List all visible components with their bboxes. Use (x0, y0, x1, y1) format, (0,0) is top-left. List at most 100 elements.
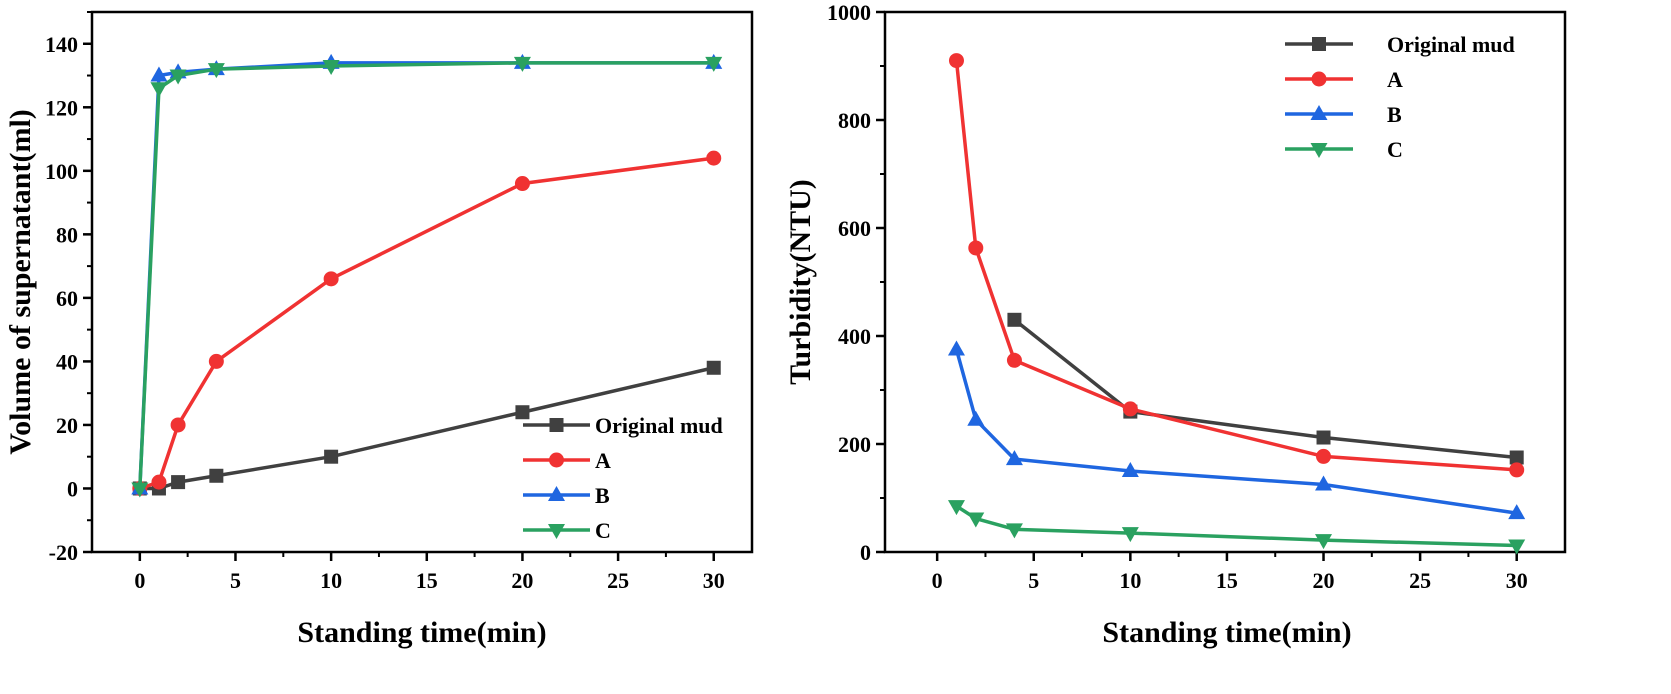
data-point (1508, 504, 1526, 520)
x-tick-label: 0 (932, 568, 943, 593)
series-line (955, 504, 1517, 548)
x-tick-label: 30 (703, 568, 725, 593)
data-point (324, 449, 339, 464)
data-point (207, 63, 225, 79)
y-axis-label: Volume of supernatant(ml) (4, 109, 37, 455)
legend-item: C (523, 518, 611, 543)
y-axis-label: Turbidity(NTU) (784, 179, 817, 385)
data-point (1121, 527, 1139, 543)
y-tick-label: 0 (67, 476, 78, 501)
chart-2: 0 5 10 15 20 25 30 0 200 400 600 800 1000 Standing ti… (784, 0, 1567, 649)
data-point (1315, 534, 1333, 550)
data-point (515, 405, 530, 420)
data-point (1315, 475, 1333, 491)
data-point (131, 482, 149, 498)
x-tick-label: 25 (607, 568, 629, 593)
data-point (1007, 312, 1022, 327)
data-point (948, 53, 964, 69)
legend-marker (548, 486, 565, 501)
y-tick-label: 60 (56, 286, 78, 311)
x-tick-label: 15 (1216, 568, 1238, 593)
x-tick-label: 0 (134, 568, 145, 593)
legend-item: A (1285, 67, 1403, 92)
legend-item: C (1285, 137, 1403, 162)
legend-marker (549, 452, 564, 468)
y-tick-label: -20 (49, 540, 78, 565)
data-point (1005, 523, 1023, 539)
legend-marker (548, 524, 565, 539)
data-point (513, 56, 531, 72)
y-tick-label: 400 (838, 324, 871, 349)
legend-label: A (595, 448, 611, 473)
data-point (1316, 448, 1332, 464)
chart-1: 0 5 10 15 20 25 30 -20 0 20 40 60 80 100 120 140 Standin… (4, 10, 754, 649)
data-point (150, 82, 168, 98)
data-point (514, 176, 530, 192)
legend-marker (1311, 71, 1327, 87)
y-tick-label: 140 (45, 32, 78, 57)
x-tick-label: 5 (230, 568, 241, 593)
legend-item: B (1285, 102, 1402, 127)
legend-item: Original mud (523, 413, 723, 438)
data-point (706, 150, 722, 166)
data-point (706, 360, 721, 375)
series-c (131, 56, 723, 498)
data-point (1121, 462, 1139, 477)
legend-item: Original mud (1285, 32, 1515, 57)
data-point (967, 410, 985, 426)
data-point (947, 500, 965, 516)
legend-label: B (1387, 102, 1402, 127)
legend-item: A (523, 448, 611, 473)
data-point (169, 69, 187, 85)
data-point (1122, 401, 1138, 417)
data-point (967, 512, 985, 528)
x-axis-label: Standing time(min) (1102, 616, 1351, 649)
y-tick-label: 40 (56, 349, 78, 374)
data-point (1005, 450, 1023, 466)
data-point (151, 474, 167, 490)
data-point (705, 56, 723, 72)
legend-marker (1310, 143, 1328, 158)
x-tick-label: 20 (511, 568, 533, 593)
legend-marker (549, 418, 564, 432)
y-tick-label: 80 (56, 222, 78, 247)
plot-frame (90, 10, 754, 554)
series-a (132, 150, 722, 496)
legend-marker (1310, 105, 1328, 120)
data-point (1006, 352, 1022, 368)
legend-marker (1312, 37, 1326, 51)
legend: Original mud ABC (523, 413, 723, 543)
y-tick-label: 100 (45, 159, 78, 184)
legend: Original mud ABC (1285, 32, 1515, 162)
data-point (208, 353, 224, 369)
x-tick-label: 25 (1409, 568, 1431, 593)
series-line (954, 60, 1517, 472)
data-point (1509, 462, 1525, 478)
x-tick-label: 15 (416, 568, 438, 593)
x-axis-label: Standing time(min) (297, 616, 546, 649)
legend-label: Original mud (1387, 32, 1515, 57)
y-tick-label: 20 (56, 413, 78, 438)
legend-label: C (595, 518, 611, 543)
x-tick-label: 30 (1506, 568, 1528, 593)
legend-label: C (1387, 137, 1403, 162)
data-point (170, 417, 186, 433)
x-tick-label: 10 (1119, 568, 1141, 593)
data-point (1508, 539, 1526, 555)
legend-item: B (523, 483, 610, 508)
data-point (1509, 450, 1524, 465)
data-point (323, 271, 339, 287)
data-point (947, 340, 965, 356)
series-line (1013, 318, 1517, 460)
y-tick-label: 120 (45, 95, 78, 120)
series-line (954, 349, 1517, 515)
series-a (948, 53, 1525, 478)
x-tick-label: 20 (1313, 568, 1335, 593)
data-point (1316, 430, 1331, 445)
legend-label: A (1387, 67, 1403, 92)
legend-label: Original mud (595, 413, 723, 438)
data-point (150, 66, 168, 82)
y-tick-label: 0 (860, 540, 871, 565)
data-point (322, 60, 340, 75)
